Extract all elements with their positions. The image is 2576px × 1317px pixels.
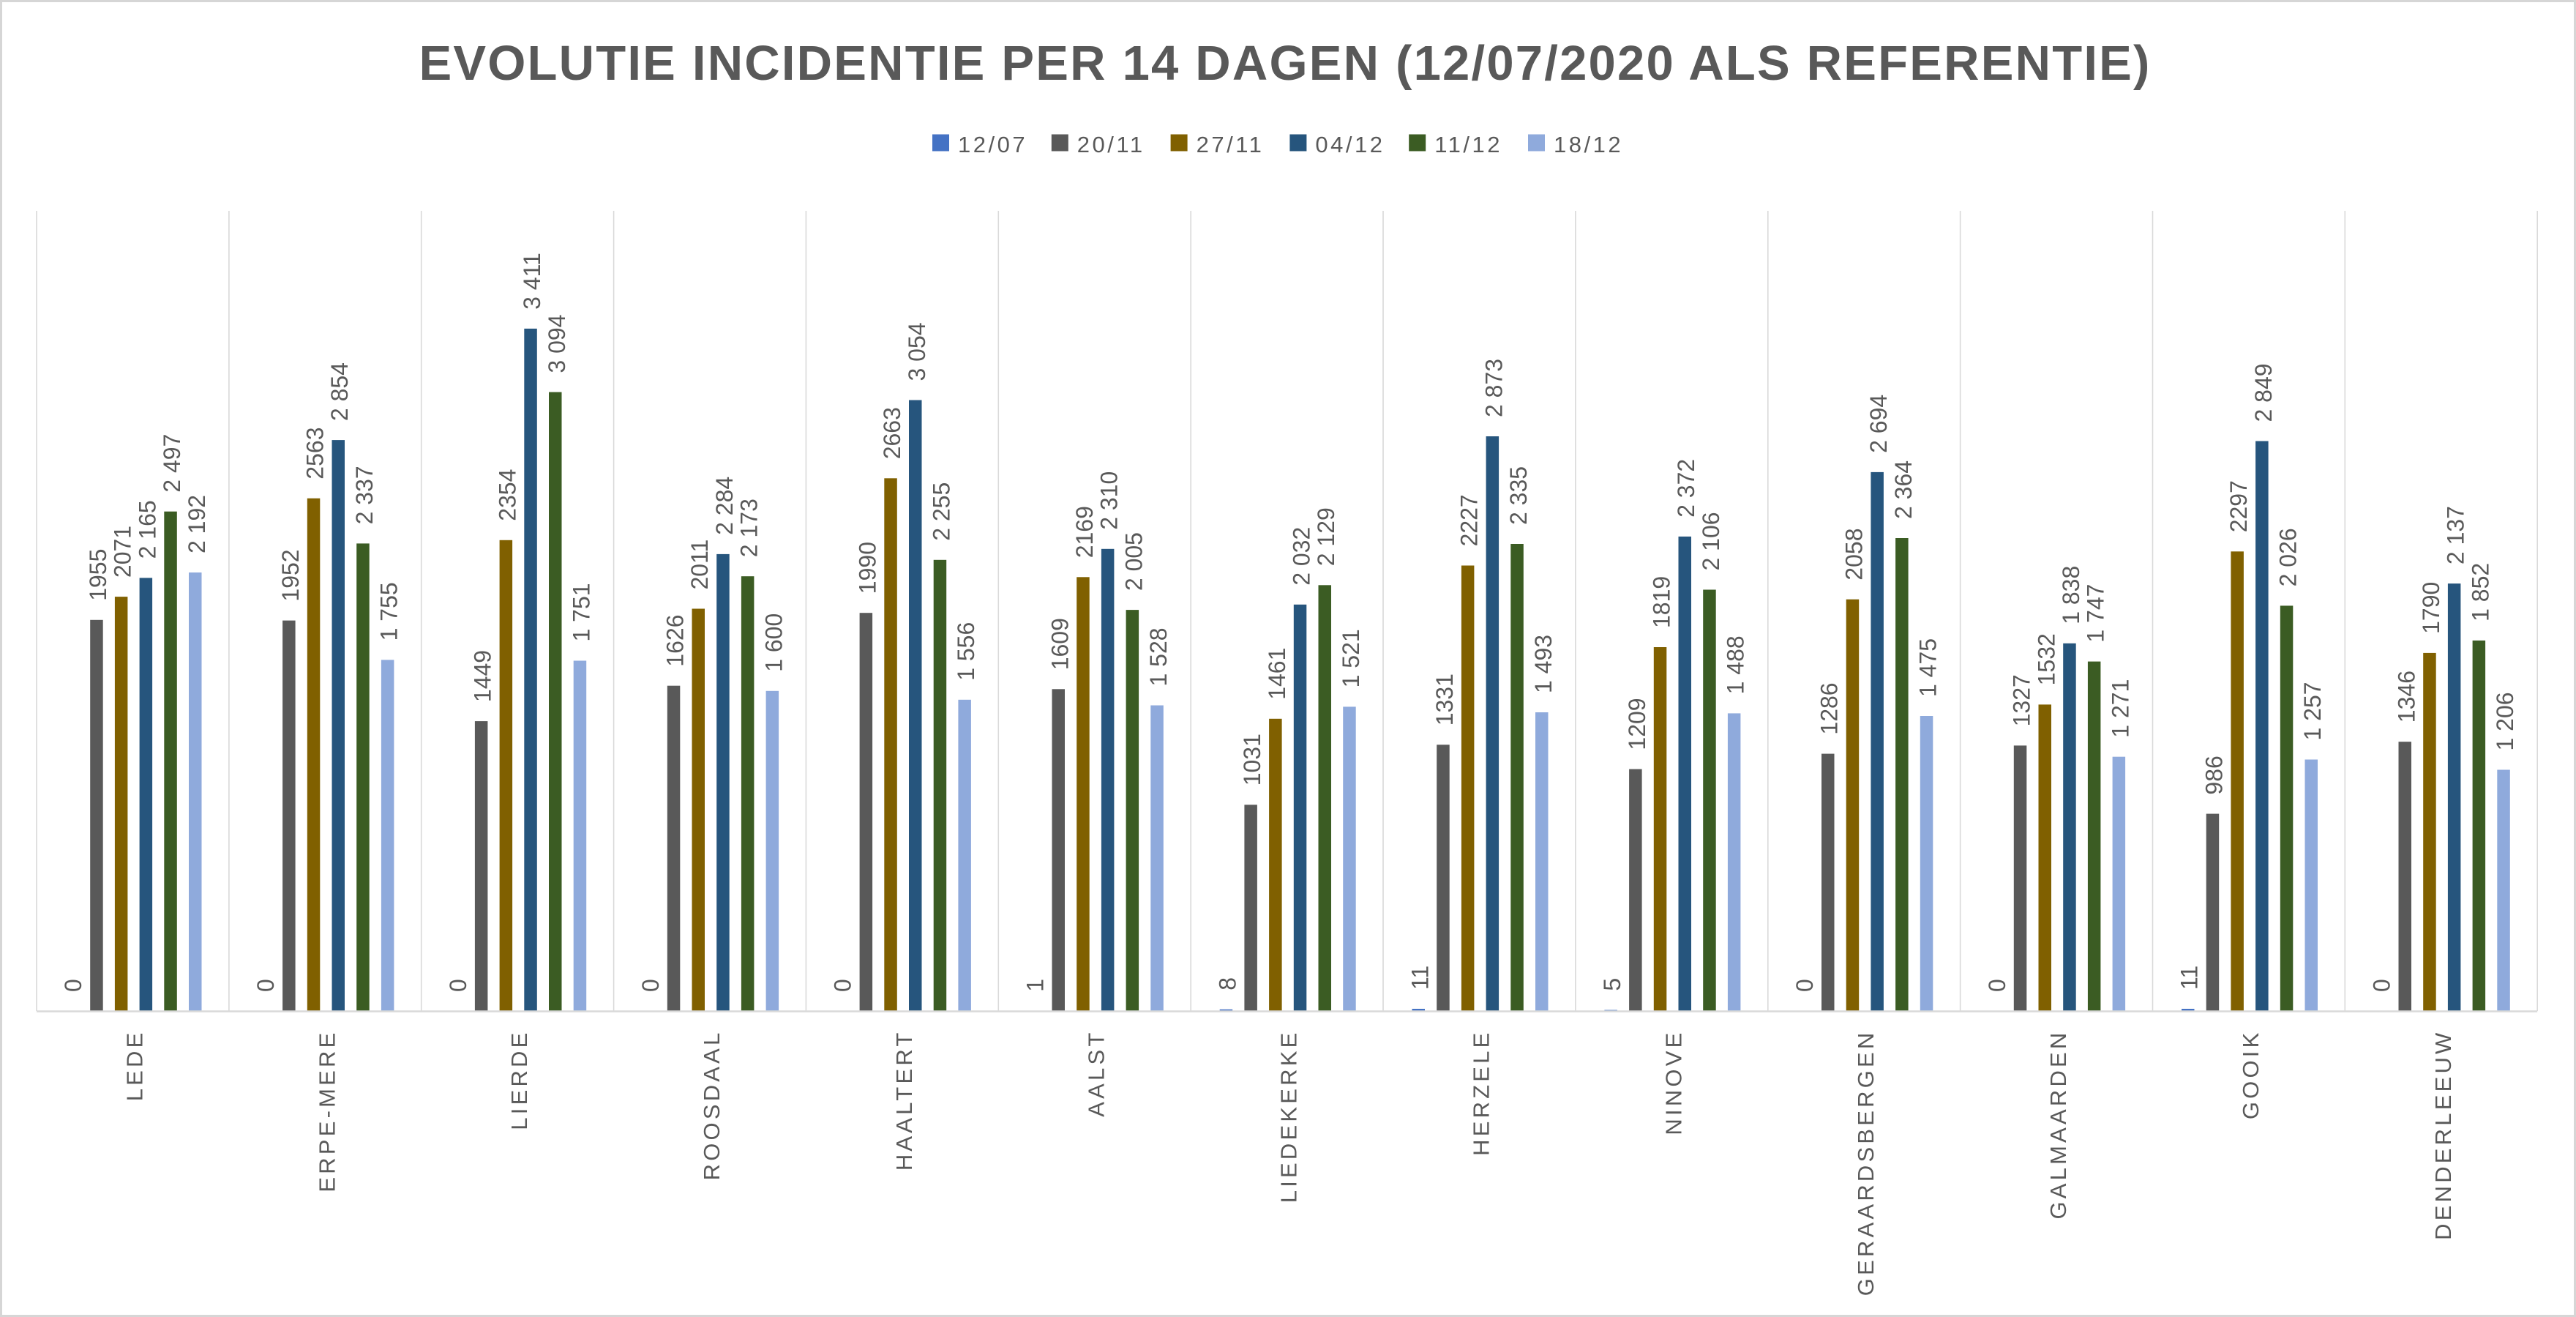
svg-text:1626: 1626 (662, 615, 689, 667)
svg-text:2297: 2297 (2225, 480, 2252, 532)
svg-text:1 257: 1 257 (2299, 682, 2326, 740)
svg-text:2 129: 2 129 (1313, 507, 1339, 566)
svg-text:LIERDE: LIERDE (506, 1030, 532, 1130)
svg-text:1609: 1609 (1046, 618, 1073, 670)
svg-text:EVOLUTIE INCIDENTIE PER 14 DAG: EVOLUTIE INCIDENTIE PER 14 DAGEN (12/07/… (419, 36, 2151, 91)
svg-text:2 192: 2 192 (184, 495, 210, 553)
svg-text:NINOVE: NINOVE (1660, 1030, 1686, 1135)
svg-text:2 310: 2 310 (1096, 471, 1123, 530)
svg-text:2 005: 2 005 (1120, 532, 1147, 591)
svg-text:2169: 2169 (1071, 506, 1098, 558)
svg-text:ERPE-MERE: ERPE-MERE (314, 1030, 340, 1193)
svg-text:0: 0 (1791, 979, 1818, 992)
svg-text:0: 0 (252, 979, 279, 992)
svg-text:2 335: 2 335 (1505, 466, 1532, 525)
svg-text:1346: 1346 (2393, 671, 2419, 723)
svg-text:20/11: 20/11 (1077, 132, 1145, 157)
svg-text:2227: 2227 (1456, 494, 1483, 546)
svg-text:1 852: 1 852 (2467, 563, 2493, 622)
svg-text:2011: 2011 (686, 540, 713, 590)
svg-text:1990: 1990 (854, 542, 880, 594)
svg-text:2 694: 2 694 (1865, 395, 1892, 453)
svg-text:986: 986 (2201, 755, 2227, 794)
svg-text:1461: 1461 (1264, 648, 1290, 700)
svg-text:1 271: 1 271 (2107, 679, 2133, 738)
svg-text:2 372: 2 372 (1673, 459, 1699, 518)
svg-text:1327: 1327 (2009, 674, 2035, 726)
svg-text:5: 5 (1599, 978, 1625, 991)
svg-text:0: 0 (637, 979, 664, 992)
svg-text:1532: 1532 (2033, 633, 2059, 685)
svg-text:1 838: 1 838 (2058, 566, 2084, 624)
svg-text:3 094: 3 094 (544, 315, 570, 373)
svg-text:2 032: 2 032 (1289, 527, 1315, 586)
svg-text:1952: 1952 (277, 549, 304, 601)
svg-text:GERAARDSBERGEN: GERAARDSBERGEN (1853, 1030, 1879, 1297)
svg-text:1: 1 (1022, 979, 1049, 992)
svg-text:27/11: 27/11 (1197, 132, 1265, 157)
svg-text:1331: 1331 (1431, 674, 1458, 725)
svg-text:1031: 1031 (1239, 734, 1265, 786)
svg-text:2354: 2354 (494, 469, 520, 521)
svg-text:0: 0 (1984, 979, 2010, 992)
svg-text:1 528: 1 528 (1145, 627, 1172, 686)
svg-text:1 755: 1 755 (376, 582, 402, 641)
svg-text:GALMAARDEN: GALMAARDEN (2045, 1030, 2071, 1220)
svg-text:0: 0 (445, 979, 471, 992)
svg-text:1209: 1209 (1624, 698, 1650, 750)
svg-text:04/12: 04/12 (1315, 132, 1385, 157)
svg-text:1955: 1955 (85, 549, 111, 601)
svg-text:2 173: 2 173 (736, 499, 763, 557)
svg-text:0: 0 (830, 979, 856, 992)
svg-text:2663: 2663 (879, 407, 905, 459)
svg-text:1 556: 1 556 (953, 622, 979, 681)
svg-text:2 165: 2 165 (134, 500, 160, 559)
svg-text:2 026: 2 026 (2275, 528, 2302, 586)
svg-text:2 106: 2 106 (1698, 512, 1724, 570)
svg-text:HAALTERT: HAALTERT (891, 1030, 917, 1171)
svg-text:1 475: 1 475 (1915, 638, 1942, 697)
svg-text:LIEDEKERKE: LIEDEKERKE (1276, 1030, 1302, 1204)
svg-text:2071: 2071 (110, 526, 136, 578)
svg-text:1 747: 1 747 (2083, 584, 2109, 643)
svg-text:GOOIK: GOOIK (2238, 1030, 2264, 1120)
svg-text:ROOSDAAL: ROOSDAAL (699, 1030, 724, 1181)
svg-text:2 497: 2 497 (159, 434, 185, 493)
svg-text:2 849: 2 849 (2250, 363, 2277, 422)
svg-text:2563: 2563 (302, 428, 329, 480)
svg-text:3 054: 3 054 (904, 322, 930, 381)
svg-text:1 488: 1 488 (1723, 635, 1749, 694)
svg-text:AALST: AALST (1084, 1030, 1109, 1117)
svg-text:2 854: 2 854 (326, 362, 353, 421)
svg-text:1449: 1449 (470, 650, 496, 702)
svg-text:DENDERLEEUW: DENDERLEEUW (2430, 1030, 2456, 1240)
svg-text:2 873: 2 873 (1480, 359, 1507, 417)
svg-text:12/07: 12/07 (958, 132, 1027, 157)
svg-text:2 284: 2 284 (711, 477, 738, 535)
svg-text:0: 0 (60, 979, 86, 992)
svg-text:2 255: 2 255 (929, 482, 955, 541)
svg-text:2 337: 2 337 (351, 466, 378, 524)
svg-text:2058: 2058 (1841, 529, 1867, 581)
svg-text:1286: 1286 (1816, 682, 1843, 734)
svg-text:HERZELE: HERZELE (1469, 1030, 1494, 1156)
svg-text:1 493: 1 493 (1530, 635, 1557, 693)
svg-text:1 206: 1 206 (2492, 692, 2518, 750)
svg-text:3 411: 3 411 (519, 253, 545, 310)
svg-text:11/12: 11/12 (1434, 132, 1502, 157)
svg-text:11: 11 (2176, 966, 2203, 990)
svg-text:0: 0 (2369, 979, 2395, 992)
svg-text:1790: 1790 (2418, 582, 2444, 634)
svg-text:1 521: 1 521 (1338, 629, 1364, 687)
svg-text:18/12: 18/12 (1554, 132, 1623, 157)
svg-text:2 137: 2 137 (2443, 506, 2469, 564)
svg-text:1 600: 1 600 (760, 613, 787, 672)
svg-text:8: 8 (1214, 977, 1240, 990)
svg-text:11: 11 (1407, 966, 1433, 990)
svg-text:2 364: 2 364 (1890, 460, 1917, 519)
svg-text:LEDE: LEDE (121, 1030, 147, 1102)
svg-text:1819: 1819 (1649, 576, 1675, 628)
svg-text:1 751: 1 751 (569, 583, 595, 641)
